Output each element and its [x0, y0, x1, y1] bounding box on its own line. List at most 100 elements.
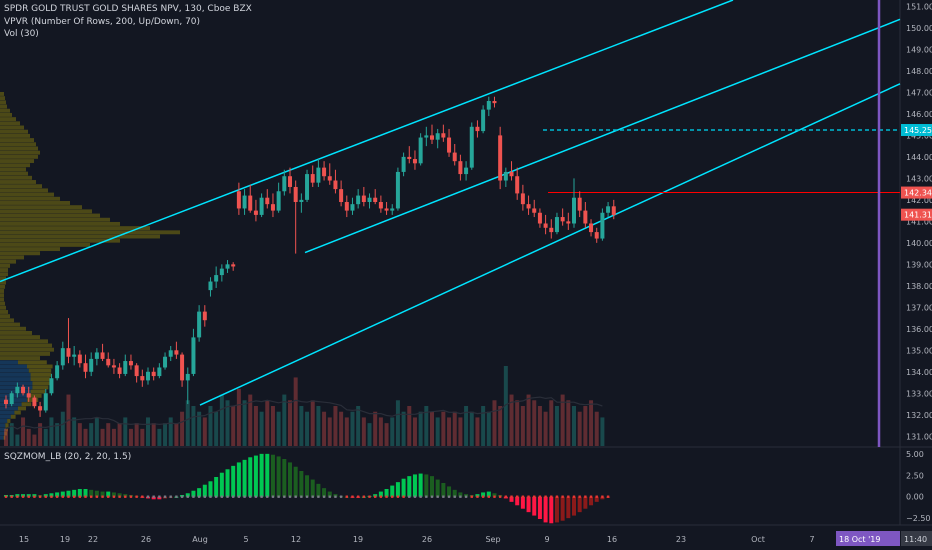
squeeze-dot — [4, 495, 8, 498]
volume-bar — [395, 400, 400, 446]
vpvr-row-up — [10, 414, 16, 419]
price-tick: 138.00 — [906, 282, 932, 291]
momentum-bar — [430, 476, 434, 497]
volume-bar — [111, 428, 116, 446]
volume-bar — [316, 406, 321, 446]
volume-bar — [117, 423, 122, 446]
volume-legend[interactable]: Vol (30) — [4, 29, 39, 39]
squeeze-dot — [374, 495, 377, 498]
vpvr-row — [0, 201, 70, 205]
candle-body — [157, 367, 162, 377]
vpvr-row — [0, 347, 54, 352]
candle-body — [390, 208, 395, 211]
momentum-bar — [486, 491, 491, 497]
squeeze-dot — [84, 495, 87, 498]
squeeze-dot — [300, 495, 303, 498]
vpvr-row — [0, 314, 10, 319]
candle-body — [310, 174, 315, 183]
volume-bar — [248, 394, 253, 446]
candle-body — [253, 210, 258, 215]
squeeze-dot — [16, 495, 19, 498]
time-axis[interactable]: 15192226Aug5121926Sep91623Oct71418 Oct '… — [19, 531, 932, 546]
squeeze-legend[interactable]: SQZMOM_LB (20, 2, 20, 1.5) — [4, 452, 132, 462]
momentum-bar — [111, 492, 116, 497]
momentum-bar — [43, 494, 48, 497]
volume-bar — [566, 400, 571, 446]
volume-bar — [174, 423, 179, 446]
vpvr-legend[interactable]: VPVR (Number Of Rows, 200, Up/Down, 70) — [4, 17, 201, 27]
volume-bar — [486, 411, 491, 446]
squeeze-dot — [544, 495, 547, 498]
drawings[interactable] — [0, 0, 901, 447]
volume-bar — [481, 406, 486, 446]
momentum-bar — [447, 486, 452, 497]
volume-bar — [134, 423, 139, 446]
symbol-title[interactable]: SPDR GOLD TRUST GOLD SHARES NPV, 130, Cb… — [4, 4, 252, 14]
momentum-bar — [305, 475, 310, 497]
vpvr-row — [0, 142, 36, 147]
date-label: 18 Oct '19 — [839, 535, 880, 544]
volume-bar — [236, 388, 241, 446]
momentum-bar — [219, 472, 224, 497]
vpvr-row-down — [0, 377, 31, 382]
oscillator-tick: −2.50 — [906, 514, 931, 523]
volume-bar — [526, 394, 531, 446]
vpvr-row-up — [7, 419, 11, 423]
vpvr-row — [0, 251, 40, 256]
volume-bar — [333, 406, 338, 446]
squeeze-dot — [214, 495, 218, 498]
candle-body — [236, 191, 241, 209]
squeeze-dot — [288, 495, 292, 498]
candle-body — [492, 101, 497, 104]
price-label-box — [901, 186, 932, 199]
squeeze-dot — [220, 495, 224, 498]
price-tick: 136.00 — [906, 325, 932, 334]
candle-body — [339, 189, 344, 203]
candle-body — [77, 354, 82, 364]
volume-bar — [305, 411, 310, 446]
vpvr-row — [0, 272, 8, 277]
momentum-bar — [532, 496, 537, 516]
volume-bar — [327, 417, 332, 446]
volume-bar — [146, 417, 150, 446]
volume-bar — [94, 417, 99, 446]
momentum-bar — [566, 496, 571, 519]
volume-bar — [100, 428, 105, 446]
candle-body — [72, 354, 77, 357]
vpvr-row — [0, 339, 48, 344]
vpvr-row — [0, 284, 5, 289]
momentum-bar — [26, 494, 31, 497]
vpvr-row — [0, 310, 8, 314]
candle-body — [185, 373, 190, 381]
volume-bar — [231, 406, 236, 446]
volume-bar — [276, 411, 281, 446]
squeeze-dot — [209, 495, 212, 498]
price-tick: 150.00 — [906, 24, 932, 33]
momentum-bar — [572, 496, 576, 516]
volume-bar — [123, 417, 128, 446]
volume-bar — [430, 411, 434, 446]
vpvr-row-down — [0, 393, 29, 398]
candle-body — [401, 156, 406, 172]
volume-bar — [424, 406, 429, 446]
volume-bar — [43, 428, 48, 446]
price-axis[interactable]: 151.00 150.00 149.00 148.00 147.00 146.00 145.… — [901, 2, 932, 523]
vpvr-row-up — [21, 402, 32, 407]
squeeze-dot — [311, 495, 314, 498]
candle-body — [447, 137, 452, 153]
vpvr-row — [0, 104, 7, 109]
momentum-bar — [185, 493, 190, 497]
momentum-bar — [384, 489, 389, 497]
volume-bar — [106, 423, 111, 446]
price-tick: 149.00 — [906, 45, 932, 54]
squeeze-dot — [175, 495, 178, 498]
vpvr-row — [0, 100, 6, 105]
candle-body — [214, 275, 219, 282]
candle-body — [106, 358, 111, 366]
candle-body — [424, 135, 429, 138]
volume-bar — [515, 400, 520, 446]
candle-body — [43, 393, 48, 411]
squeeze-dot — [107, 495, 110, 498]
candle-body — [219, 268, 224, 276]
